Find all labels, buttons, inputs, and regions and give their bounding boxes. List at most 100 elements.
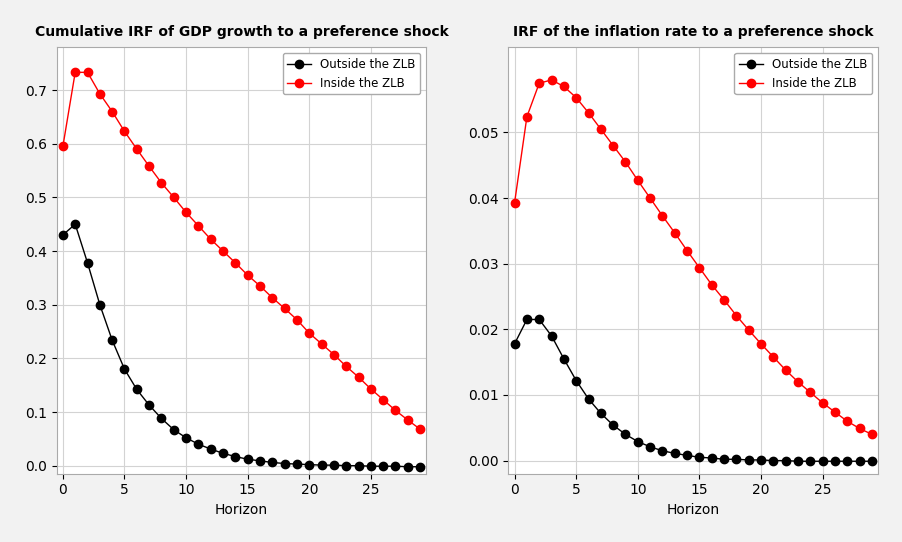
Inside the ZLB <box>792 378 803 385</box>
Inside the ZLB <box>390 407 400 414</box>
Outside the ZLB <box>180 435 191 441</box>
Outside the ZLB <box>353 462 364 469</box>
Inside the ZLB <box>365 386 376 392</box>
Outside the ZLB <box>205 446 216 452</box>
Outside the ZLB <box>168 427 179 433</box>
Outside the ZLB <box>328 462 339 468</box>
Outside the ZLB <box>853 458 864 464</box>
Inside the ZLB <box>353 374 364 380</box>
Outside the ZLB <box>718 456 729 462</box>
Inside the ZLB <box>377 396 388 403</box>
Outside the ZLB <box>816 458 827 464</box>
Inside the ZLB <box>829 409 840 415</box>
Inside the ZLB <box>156 179 167 186</box>
Inside the ZLB <box>340 363 351 370</box>
Outside the ZLB <box>279 460 290 467</box>
Line: Outside the ZLB: Outside the ZLB <box>59 220 424 471</box>
Outside the ZLB <box>143 402 154 408</box>
Outside the ZLB <box>414 463 425 470</box>
Outside the ZLB <box>303 461 314 468</box>
Outside the ZLB <box>131 386 142 393</box>
Inside the ZLB <box>705 281 716 288</box>
Outside the ZLB <box>694 454 704 461</box>
Inside the ZLB <box>402 417 413 423</box>
Inside the ZLB <box>730 312 741 319</box>
Inside the ZLB <box>607 143 618 149</box>
Outside the ZLB <box>594 410 605 417</box>
Inside the ZLB <box>533 80 544 87</box>
Outside the ZLB <box>620 431 630 437</box>
Inside the ZLB <box>509 199 520 206</box>
Inside the ZLB <box>853 425 864 431</box>
Inside the ZLB <box>804 389 815 396</box>
Inside the ZLB <box>279 305 290 312</box>
Inside the ZLB <box>95 91 106 97</box>
X-axis label: Horizon: Horizon <box>215 503 268 517</box>
Outside the ZLB <box>829 458 840 464</box>
Line: Outside the ZLB: Outside the ZLB <box>510 315 875 466</box>
Outside the ZLB <box>390 463 400 469</box>
Inside the ZLB <box>180 209 191 216</box>
Inside the ZLB <box>82 69 93 75</box>
Outside the ZLB <box>267 459 278 466</box>
Inside the ZLB <box>193 223 204 229</box>
Outside the ZLB <box>705 455 716 461</box>
Inside the ZLB <box>755 340 766 347</box>
Outside the ZLB <box>509 340 520 347</box>
Outside the ZLB <box>557 356 568 362</box>
Inside the ZLB <box>779 367 790 373</box>
Outside the ZLB <box>291 461 302 467</box>
Outside the ZLB <box>865 458 876 464</box>
Outside the ZLB <box>730 456 741 462</box>
Outside the ZLB <box>69 221 80 228</box>
Outside the ZLB <box>767 457 778 464</box>
Outside the ZLB <box>644 443 655 450</box>
Inside the ZLB <box>521 113 532 120</box>
Outside the ZLB <box>657 448 667 454</box>
Outside the ZLB <box>230 453 241 460</box>
Inside the ZLB <box>681 247 692 254</box>
Inside the ZLB <box>58 143 69 150</box>
Inside the ZLB <box>570 94 581 101</box>
Outside the ZLB <box>95 301 106 308</box>
Inside the ZLB <box>69 69 80 75</box>
Line: Inside the ZLB: Inside the ZLB <box>510 76 875 438</box>
Legend: Outside the ZLB, Inside the ZLB: Outside the ZLB, Inside the ZLB <box>733 53 871 94</box>
Outside the ZLB <box>570 377 581 384</box>
Inside the ZLB <box>668 230 679 236</box>
Line: Inside the ZLB: Inside the ZLB <box>59 68 424 434</box>
Inside the ZLB <box>767 353 778 360</box>
Inside the ZLB <box>205 236 216 242</box>
Inside the ZLB <box>841 418 851 424</box>
Outside the ZLB <box>779 457 790 464</box>
Outside the ZLB <box>340 462 351 469</box>
Outside the ZLB <box>156 415 167 422</box>
Inside the ZLB <box>414 426 425 433</box>
Inside the ZLB <box>267 294 278 301</box>
Inside the ZLB <box>254 283 265 289</box>
Inside the ZLB <box>694 264 704 271</box>
Outside the ZLB <box>841 458 851 464</box>
Inside the ZLB <box>583 109 594 116</box>
Outside the ZLB <box>193 441 204 448</box>
Inside the ZLB <box>303 330 314 337</box>
Legend: Outside the ZLB, Inside the ZLB: Outside the ZLB, Inside the ZLB <box>282 53 420 94</box>
Outside the ZLB <box>755 457 766 463</box>
Inside the ZLB <box>620 159 630 165</box>
Outside the ZLB <box>119 366 130 372</box>
Outside the ZLB <box>217 450 228 456</box>
Outside the ZLB <box>521 316 532 322</box>
Inside the ZLB <box>718 296 729 303</box>
Inside the ZLB <box>644 195 655 201</box>
Inside the ZLB <box>594 126 605 132</box>
Inside the ZLB <box>865 431 876 437</box>
Inside the ZLB <box>143 163 154 170</box>
Inside the ZLB <box>291 317 302 323</box>
Inside the ZLB <box>230 260 241 266</box>
Inside the ZLB <box>657 212 667 219</box>
Outside the ZLB <box>533 316 544 322</box>
Inside the ZLB <box>316 340 327 347</box>
Inside the ZLB <box>131 146 142 152</box>
Outside the ZLB <box>804 458 815 464</box>
Outside the ZLB <box>607 422 618 428</box>
